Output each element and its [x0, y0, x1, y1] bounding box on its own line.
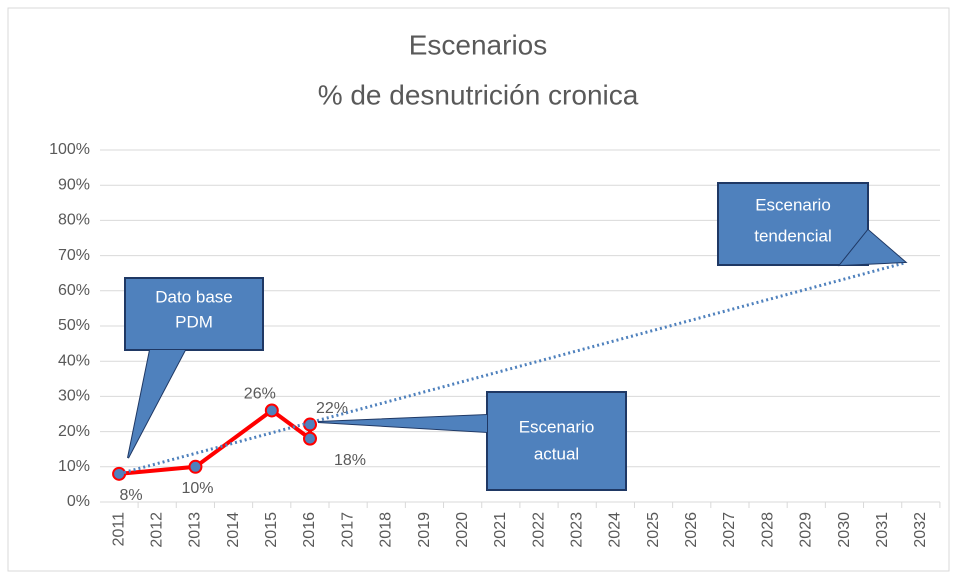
x-tick-label: 2029: [798, 512, 815, 548]
x-tick-label: 2020: [454, 512, 471, 548]
y-tick-label: 30%: [58, 388, 90, 405]
callout-join: [840, 230, 905, 265]
marker: [264, 403, 279, 418]
callout-text: Escenario: [519, 417, 595, 436]
marker: [188, 459, 203, 474]
chart-title: Escenarios: [409, 29, 548, 60]
x-tick-label: 2032: [912, 512, 929, 548]
y-tick-label: 40%: [58, 352, 90, 369]
y-tick-label: 20%: [58, 423, 90, 440]
callout-box: [124, 277, 264, 351]
x-tick-label: 2026: [683, 512, 700, 548]
callout: Escenario actual: [317, 391, 627, 491]
y-tick-label: 50%: [58, 317, 90, 334]
callout-text: Escenario: [755, 195, 831, 214]
x-tick-label: 2014: [225, 512, 242, 548]
callout-text: tendencial: [754, 226, 832, 245]
callout-text: Dato base: [155, 287, 233, 306]
callout: Escenario tendencial: [717, 182, 908, 267]
x-tick-label: 2011: [110, 512, 127, 547]
x-tick-label: 2015: [263, 512, 280, 548]
series-line: [118, 261, 907, 476]
callout-box: [717, 182, 869, 266]
marker: [303, 431, 317, 446]
x-tick-label: 2018: [378, 512, 395, 548]
callout-text: PDM: [175, 312, 213, 331]
x-tick-label: 2030: [836, 512, 853, 548]
data-label: 26%: [244, 386, 276, 403]
x-tick-label: 2013: [187, 512, 204, 548]
x-tick-label: 2022: [530, 512, 547, 548]
y-tick-label: 60%: [58, 282, 90, 299]
y-tick-label: 80%: [58, 212, 90, 229]
x-tick-label: 2024: [607, 512, 624, 548]
y-tick-label: 10%: [58, 458, 90, 475]
x-tick-label: 2012: [148, 512, 165, 548]
x-tick-label: 2025: [645, 512, 662, 548]
data-label: 10%: [181, 480, 213, 497]
marker: [303, 417, 317, 432]
callout-join: [318, 415, 487, 432]
x-tick-label: 2031: [874, 512, 891, 548]
callout-box: [486, 391, 627, 491]
data-label: 22%: [316, 400, 348, 417]
x-tick-label: 2019: [416, 512, 433, 548]
y-tick-label: 90%: [58, 176, 90, 193]
x-tick-label: 2023: [568, 512, 585, 548]
callout-join: [128, 350, 185, 458]
x-tick-label: 2016: [301, 512, 318, 548]
x-tick-label: 2027: [721, 512, 738, 548]
data-label: 8%: [120, 487, 143, 504]
x-tick-label: 2028: [759, 512, 776, 548]
callout: Dato base PDM: [124, 277, 264, 459]
y-tick-label: 70%: [58, 247, 90, 264]
data-label: 18%: [334, 452, 366, 469]
y-tick-label: 100%: [49, 141, 90, 158]
callout-text: actual: [534, 444, 579, 463]
y-tick-label: 0%: [67, 493, 90, 510]
chart-subtitle: % de desnutrición cronica: [318, 79, 639, 110]
x-tick-label: 2017: [339, 512, 356, 548]
x-tick-label: 2021: [492, 512, 509, 548]
